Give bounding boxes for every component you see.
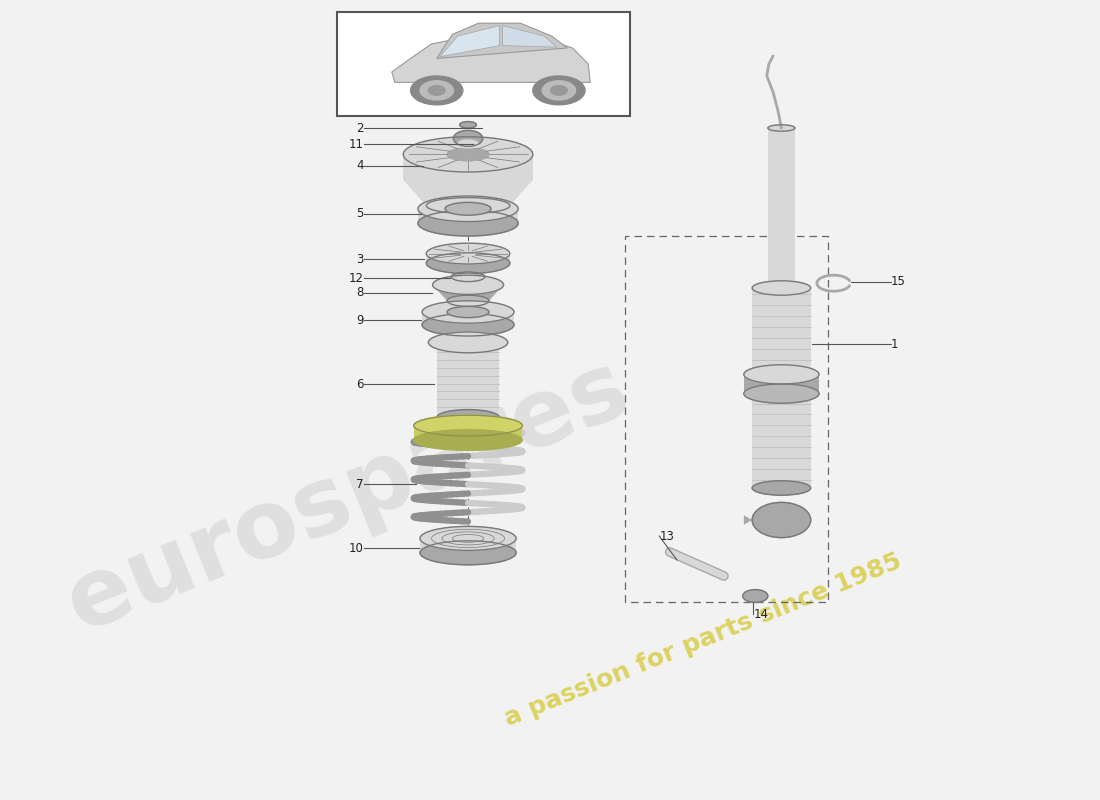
Ellipse shape: [451, 272, 485, 282]
Text: 7: 7: [356, 478, 364, 490]
Ellipse shape: [420, 81, 453, 100]
Ellipse shape: [422, 301, 514, 323]
Ellipse shape: [437, 410, 499, 426]
Text: a passion for parts since 1985: a passion for parts since 1985: [500, 549, 905, 731]
Ellipse shape: [428, 332, 508, 353]
Polygon shape: [744, 515, 752, 525]
Ellipse shape: [551, 86, 568, 95]
Polygon shape: [392, 34, 591, 82]
Ellipse shape: [428, 86, 446, 95]
Ellipse shape: [446, 202, 491, 215]
Ellipse shape: [432, 275, 504, 294]
Polygon shape: [752, 288, 811, 488]
Ellipse shape: [453, 130, 483, 146]
Text: 15: 15: [891, 275, 906, 288]
Polygon shape: [420, 538, 516, 553]
Polygon shape: [440, 26, 499, 57]
Polygon shape: [437, 23, 568, 58]
Ellipse shape: [744, 384, 820, 403]
Ellipse shape: [744, 365, 820, 384]
Polygon shape: [744, 374, 820, 394]
Ellipse shape: [414, 430, 522, 450]
Polygon shape: [427, 254, 509, 263]
Text: 6: 6: [356, 378, 364, 390]
Ellipse shape: [542, 81, 575, 100]
Ellipse shape: [414, 415, 522, 436]
Text: 10: 10: [349, 542, 364, 554]
Ellipse shape: [427, 253, 509, 274]
Text: eurospares: eurospares: [54, 342, 642, 650]
Text: 9: 9: [356, 314, 364, 326]
Polygon shape: [422, 312, 514, 325]
Ellipse shape: [427, 198, 509, 214]
Text: 5: 5: [356, 207, 364, 220]
Ellipse shape: [742, 590, 768, 602]
Ellipse shape: [768, 125, 795, 131]
Polygon shape: [404, 154, 532, 180]
Ellipse shape: [752, 481, 811, 495]
Polygon shape: [768, 128, 795, 288]
Ellipse shape: [460, 122, 476, 128]
Polygon shape: [338, 12, 630, 116]
Text: 13: 13: [659, 530, 674, 542]
Polygon shape: [432, 285, 504, 301]
Ellipse shape: [422, 314, 514, 336]
Text: 14: 14: [754, 608, 768, 621]
Ellipse shape: [752, 502, 811, 538]
Text: 12: 12: [349, 272, 364, 285]
Text: 3: 3: [356, 253, 364, 266]
Ellipse shape: [427, 243, 509, 264]
Text: 2: 2: [356, 122, 364, 134]
Ellipse shape: [448, 148, 490, 161]
Ellipse shape: [752, 281, 811, 295]
Text: 11: 11: [349, 138, 364, 150]
Ellipse shape: [768, 285, 795, 291]
Ellipse shape: [418, 210, 518, 236]
Polygon shape: [414, 426, 522, 440]
Ellipse shape: [448, 295, 490, 306]
Ellipse shape: [460, 274, 476, 279]
Ellipse shape: [532, 76, 585, 105]
Ellipse shape: [448, 306, 490, 318]
Ellipse shape: [458, 140, 478, 148]
Polygon shape: [437, 342, 499, 418]
Ellipse shape: [420, 541, 516, 565]
Polygon shape: [418, 209, 518, 223]
Text: 1: 1: [891, 338, 899, 350]
Polygon shape: [404, 180, 532, 206]
Text: 4: 4: [356, 159, 364, 172]
Ellipse shape: [418, 196, 518, 222]
Text: 8: 8: [356, 286, 364, 299]
Polygon shape: [503, 26, 557, 47]
Ellipse shape: [410, 76, 463, 105]
Ellipse shape: [420, 526, 516, 550]
Ellipse shape: [404, 137, 532, 172]
